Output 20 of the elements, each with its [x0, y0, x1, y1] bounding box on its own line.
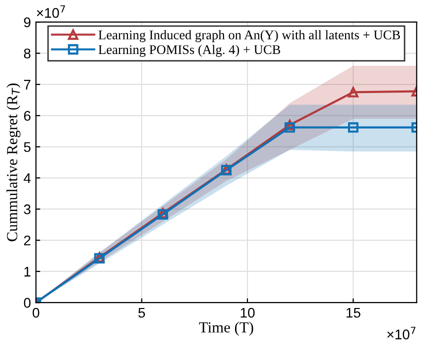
- text: ×10$^{7}$: [387, 326, 416, 340]
- x-tick-label: 10: [240, 308, 255, 318]
- legend-label: Learning Induced graph on An(Y) with all latents + UCB: [98, 30, 400, 42]
- y-tick-label: 9: [24, 17, 30, 28]
- legend-label: Learning POMISs (Alg. 4) + UCB: [98, 44, 280, 57]
- y-tick-label: 3: [24, 204, 30, 214]
- x-tick-label: 0: [32, 308, 40, 318]
- y-tick-label: 8: [24, 48, 30, 58]
- y-tick-label: 7: [24, 80, 30, 90]
- y-tick-label: 6: [24, 110, 30, 121]
- y-tick-label: 2: [24, 236, 30, 246]
- x-axis-title: Time (T): [199, 322, 254, 336]
- text: ×10$^{7}$: [36, 5, 65, 18]
- y-tick-label: 0: [24, 298, 31, 308]
- x-tick-label: 15: [346, 308, 360, 318]
- x-tick-label: 5: [138, 308, 145, 318]
- y-tick-label: 1: [24, 266, 30, 276]
- y-axis-title: Cummulative Regret (R$_{T}$): [6, 84, 20, 242]
- y-tick-label: 5: [24, 142, 31, 152]
- y-tick-label: 4: [24, 173, 31, 183]
